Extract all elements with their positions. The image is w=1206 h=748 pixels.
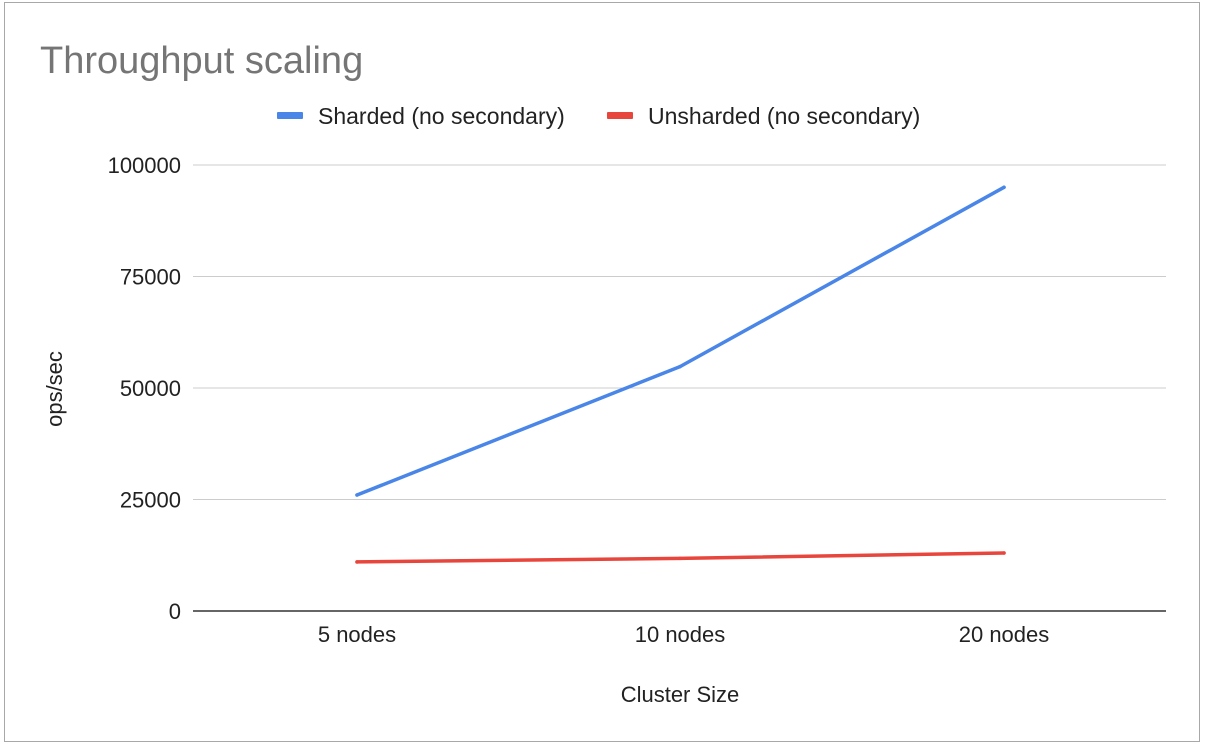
series-line-sharded: [355, 185, 1006, 497]
x-axis-tick-labels: 5 nodes 10 nodes 20 nodes: [318, 622, 1049, 647]
legend-label: Sharded (no secondary): [318, 103, 565, 129]
y-tick-label: 75000: [120, 265, 181, 290]
y-axis-title: ops/sec: [42, 351, 67, 427]
y-axis-tick-labels: 0 25000 50000 75000 100000: [108, 153, 181, 624]
legend: Sharded (no secondary) Unsharded (no seco…: [277, 103, 920, 129]
data-point: [1002, 551, 1006, 555]
gridlines: [193, 164, 1166, 612]
chart-frame: [4, 2, 1200, 742]
y-tick-label: 25000: [120, 488, 181, 513]
x-tick-label: 20 nodes: [959, 622, 1050, 647]
data-point: [355, 560, 359, 564]
legend-swatch: [277, 112, 303, 119]
x-axis-title: Cluster Size: [621, 682, 740, 707]
data-point: [1002, 185, 1006, 190]
legend-swatch: [607, 112, 633, 119]
y-tick-label: 50000: [120, 376, 181, 401]
data-point: [355, 493, 359, 497]
series-lines: [355, 185, 1006, 564]
chart-title: Throughput scaling: [40, 40, 363, 82]
y-tick-label: 100000: [108, 153, 181, 178]
y-tick-label: 0: [169, 599, 181, 624]
data-point: [678, 364, 682, 369]
x-tick-label: 10 nodes: [635, 622, 726, 647]
legend-label: Unsharded (no secondary): [648, 103, 920, 129]
x-tick-label: 5 nodes: [318, 622, 396, 647]
data-point: [678, 556, 682, 561]
